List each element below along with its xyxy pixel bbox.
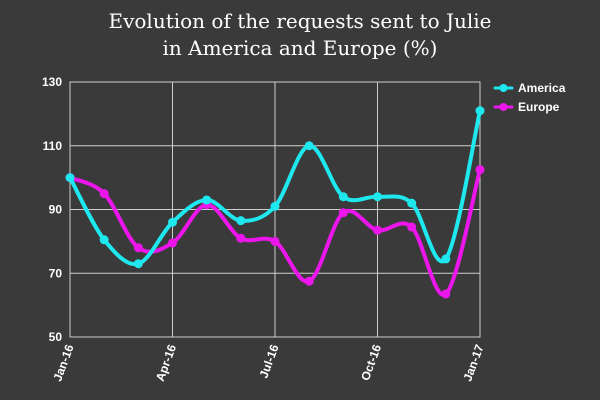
chart-title-line-2: in America and Europe (%) <box>163 36 438 60</box>
data-point-europe <box>373 225 382 235</box>
data-point-europe <box>338 208 348 218</box>
x-tick-label: Apr-16 <box>153 342 179 383</box>
data-point-america <box>133 259 143 269</box>
data-point-america <box>338 192 348 202</box>
legend-item-america: America <box>493 81 566 95</box>
data-point-europe <box>236 233 246 243</box>
x-tick-label: Jan-17 <box>460 342 486 383</box>
series-layer <box>65 106 485 299</box>
legend-marker-america <box>499 84 508 92</box>
y-tick-label: 110 <box>43 139 63 153</box>
data-point-america <box>407 198 417 208</box>
data-point-europe <box>441 289 451 299</box>
legend-label-america: America <box>518 81 566 95</box>
data-point-america <box>202 195 212 205</box>
x-tick-label: Jul-16 <box>257 342 282 380</box>
data-point-europe <box>133 243 143 253</box>
data-point-europe <box>99 189 109 199</box>
data-point-america <box>270 201 280 211</box>
legend-label-europe: Europe <box>518 100 560 114</box>
y-tick-label: 50 <box>49 330 63 344</box>
y-tick-label: 70 <box>49 266 63 280</box>
data-point-america <box>304 141 314 151</box>
legend-item-europe: Europe <box>493 100 560 114</box>
y-tick-label: 130 <box>42 75 62 89</box>
data-point-america <box>441 254 451 264</box>
y-tick-label: 90 <box>49 203 63 217</box>
legend-marker-europe <box>499 103 508 111</box>
data-point-europe <box>407 222 417 232</box>
data-point-europe <box>168 238 177 248</box>
data-point-america <box>99 235 109 245</box>
legend: America Europe <box>493 81 566 114</box>
data-point-america <box>475 106 485 116</box>
data-point-europe <box>304 276 314 286</box>
x-tick-label: Jan-16 <box>50 342 76 383</box>
data-point-america <box>168 217 177 227</box>
data-point-america <box>65 173 75 183</box>
data-point-europe <box>270 236 280 246</box>
grid <box>69 81 481 338</box>
chart-title-line-1: Evolution of the requests sent to Julie <box>108 9 491 33</box>
data-point-america <box>373 192 382 202</box>
data-point-america <box>236 216 246 226</box>
x-tick-label: Oct-16 <box>358 342 384 382</box>
data-point-europe <box>475 165 485 175</box>
